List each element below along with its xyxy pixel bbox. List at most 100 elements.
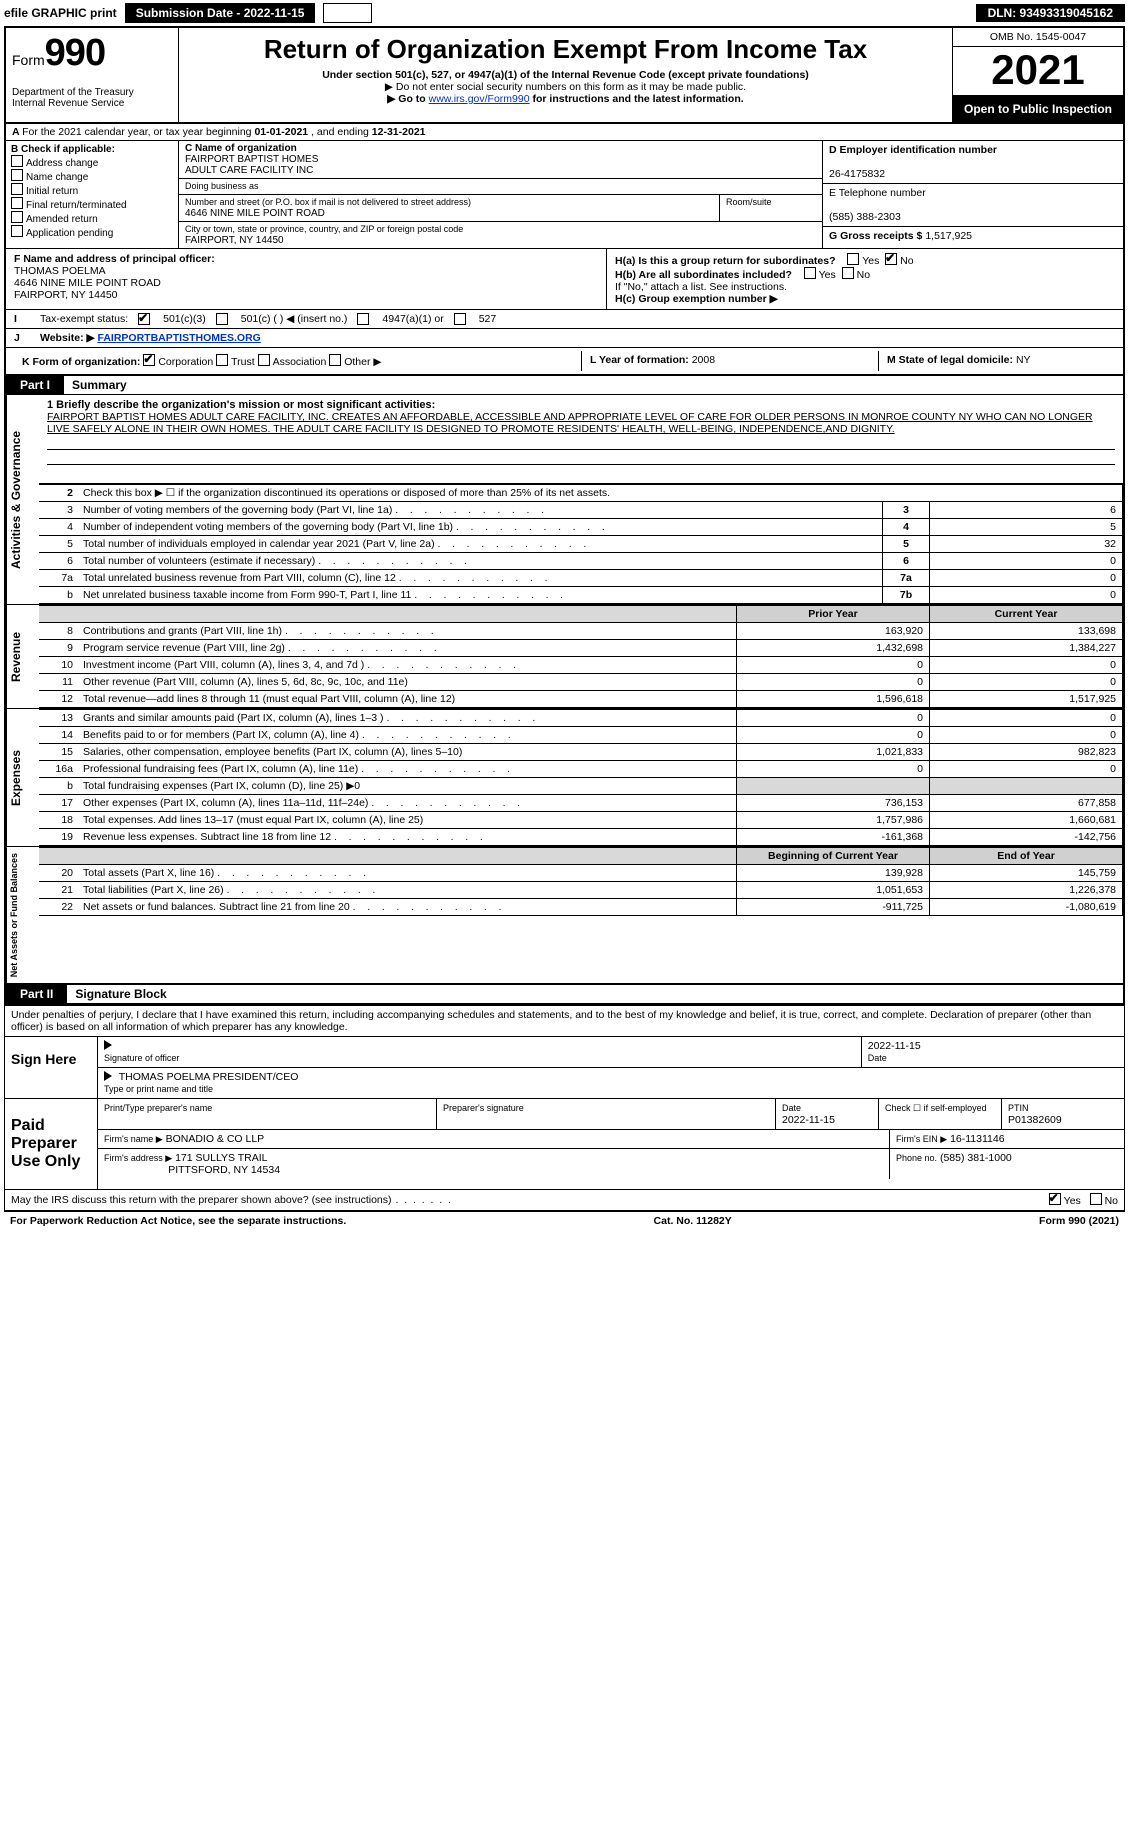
- opt-4947: 4947(a)(1) or: [382, 313, 443, 325]
- col-prior-year: Prior Year: [737, 606, 930, 623]
- discuss-no: No: [1105, 1195, 1118, 1207]
- city-label: City or town, state or province, country…: [185, 224, 463, 234]
- opt-final-return: Final return/terminated: [26, 200, 127, 211]
- opt-527: 527: [479, 313, 497, 325]
- ptin-value: P01382609: [1008, 1114, 1062, 1126]
- chk-501c3[interactable]: [138, 313, 150, 325]
- officer-addr: 4646 NINE MILE POINT ROAD: [14, 277, 161, 289]
- table-row: 3Number of voting members of the governi…: [39, 502, 1123, 519]
- efile-label: efile GRAPHIC print: [4, 6, 117, 20]
- sidebar-governance: Activities & Governance: [6, 395, 39, 604]
- sign-here-label: Sign Here: [5, 1037, 98, 1098]
- hb-yes-chk[interactable]: [804, 267, 816, 279]
- instructions-link[interactable]: www.irs.gov/Form990: [429, 93, 530, 105]
- e-label: E Telephone number: [829, 187, 926, 199]
- part2-header: Part II Signature Block: [6, 983, 1123, 1004]
- chk-501c[interactable]: [216, 313, 228, 325]
- hb-no-chk[interactable]: [842, 267, 854, 279]
- table-row: 21Total liabilities (Part X, line 26)1,0…: [39, 882, 1123, 899]
- table-row: 8Contributions and grants (Part VIII, li…: [39, 623, 1123, 640]
- irs-label: Internal Revenue Service: [12, 98, 172, 109]
- k-label: K Form of organization:: [22, 356, 140, 368]
- table-row: bNet unrelated business taxable income f…: [39, 587, 1123, 604]
- firm-ein-label: Firm's EIN ▶: [896, 1134, 947, 1144]
- hb-yes: Yes: [819, 269, 836, 281]
- part2-tab: Part II: [6, 985, 67, 1003]
- tax-year: 2021: [953, 47, 1123, 96]
- officer-name-label: Type or print name and title: [104, 1084, 213, 1094]
- officer-name: THOMAS POELMA: [14, 265, 106, 277]
- form-subtitle2a: ▶ Do not enter social security numbers o…: [187, 81, 944, 93]
- form-header: Form990 Department of the Treasury Inter…: [6, 28, 1123, 124]
- chk-amended-return[interactable]: [11, 211, 23, 223]
- sig-officer-label: Signature of officer: [104, 1053, 179, 1063]
- footer-right: Form 990 (2021): [1039, 1215, 1119, 1227]
- table-row: 12Total revenue—add lines 8 through 11 (…: [39, 691, 1123, 708]
- blank-button[interactable]: [323, 3, 372, 23]
- arrow-icon: [104, 1040, 112, 1050]
- chk-initial-return[interactable]: [11, 183, 23, 195]
- chk-corp[interactable]: [143, 354, 155, 366]
- ha-yes-chk[interactable]: [847, 253, 859, 265]
- chk-4947[interactable]: [357, 313, 369, 325]
- form-title: Return of Organization Exempt From Incom…: [187, 34, 944, 65]
- chk-other[interactable]: [329, 354, 341, 366]
- sig-date-label: Date: [868, 1053, 887, 1063]
- discuss-question: May the IRS discuss this return with the…: [11, 1194, 392, 1206]
- open-to-public: Open to Public Inspection: [953, 96, 1123, 122]
- discuss-yes-chk[interactable]: [1049, 1193, 1061, 1205]
- col-eoy: End of Year: [930, 848, 1123, 865]
- table-row: 13Grants and similar amounts paid (Part …: [39, 710, 1123, 727]
- c-label: C Name of organization: [185, 143, 297, 154]
- i-label: Tax-exempt status:: [40, 313, 128, 325]
- col-b-checkboxes: B Check if applicable: Address change Na…: [6, 141, 179, 248]
- chk-527[interactable]: [454, 313, 466, 325]
- footer-catno: Cat. No. 11282Y: [654, 1215, 732, 1227]
- state-domicile: NY: [1016, 354, 1031, 366]
- col-current-year: Current Year: [930, 606, 1123, 623]
- table-row: 18Total expenses. Add lines 13–17 (must …: [39, 812, 1123, 829]
- chk-trust[interactable]: [216, 354, 228, 366]
- firm-phone: (585) 381-1000: [940, 1152, 1012, 1164]
- room-label: Room/suite: [726, 197, 772, 207]
- opt-501c: 501(c) ( ) ◀ (insert no.): [241, 313, 348, 325]
- period-end: 12-31-2021: [372, 126, 426, 138]
- opt-address-change: Address change: [26, 158, 98, 169]
- netassets-table: Beginning of Current YearEnd of Year 20T…: [39, 847, 1123, 916]
- street-address: 4646 NINE MILE POINT ROAD: [185, 208, 325, 219]
- chk-final-return[interactable]: [11, 197, 23, 209]
- prep-date-label: Date: [782, 1103, 801, 1113]
- submission-date-button[interactable]: Submission Date - 2022-11-15: [125, 3, 316, 23]
- table-row: 15Salaries, other compensation, employee…: [39, 744, 1123, 761]
- table-row: 19Revenue less expenses. Subtract line 1…: [39, 829, 1123, 846]
- opt-other: Other ▶: [344, 356, 381, 368]
- city-value: FAIRPORT, NY 14450: [185, 235, 284, 246]
- chk-assoc[interactable]: [258, 354, 270, 366]
- omb-number: OMB No. 1545-0047: [953, 28, 1123, 47]
- website-link[interactable]: FAIRPORTBAPTISTHOMES.ORG: [97, 332, 260, 344]
- firm-name: BONADIO & CO LLP: [166, 1133, 265, 1145]
- penalties-text: Under penalties of perjury, I declare th…: [5, 1006, 1124, 1037]
- addr-label: Number and street (or P.O. box if mail i…: [185, 197, 471, 207]
- hc-label: H(c) Group exemption number ▶: [615, 293, 778, 305]
- ha-no-chk[interactable]: [885, 253, 897, 265]
- ein-value: 26-4175832: [829, 168, 885, 180]
- table-row: 6Total number of volunteers (estimate if…: [39, 553, 1123, 570]
- part1-tab: Part I: [6, 376, 64, 394]
- hb-no: No: [857, 269, 870, 281]
- part2-title: Signature Block: [67, 985, 174, 1003]
- j-label: Website: ▶: [40, 332, 95, 344]
- chk-name-change[interactable]: [11, 169, 23, 181]
- firm-ein: 16-1131146: [950, 1133, 1005, 1145]
- prep-date: 2022-11-15: [782, 1114, 835, 1126]
- chk-address-change[interactable]: [11, 155, 23, 167]
- opt-name-change: Name change: [26, 172, 88, 183]
- footer-left: For Paperwork Reduction Act Notice, see …: [10, 1215, 346, 1227]
- officer-city: FAIRPORT, NY 14450: [14, 289, 118, 301]
- table-row: 10Investment income (Part VIII, column (…: [39, 657, 1123, 674]
- gross-receipts: 1,517,925: [925, 230, 972, 242]
- l-label: L Year of formation:: [590, 354, 689, 366]
- discuss-no-chk[interactable]: [1090, 1193, 1102, 1205]
- opt-assoc: Association: [273, 356, 327, 368]
- chk-application-pending[interactable]: [11, 225, 23, 237]
